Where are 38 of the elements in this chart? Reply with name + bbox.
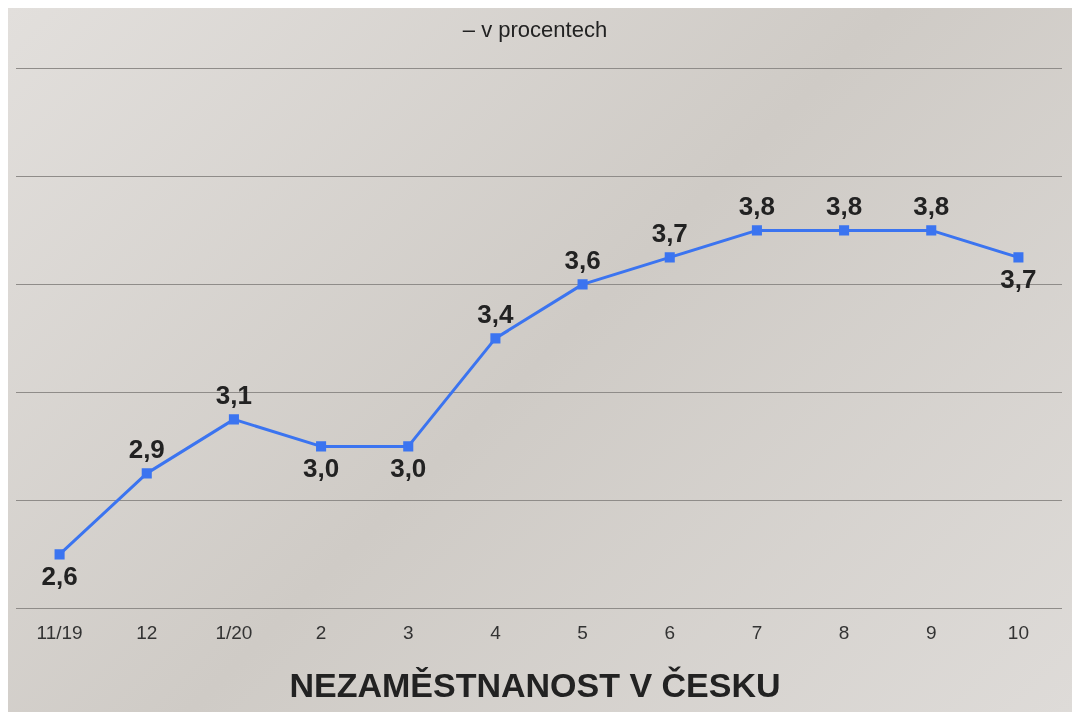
text: NEZAMĚSTNANOST V ČESKU bbox=[289, 665, 781, 704]
x-tick-label: 5 bbox=[577, 622, 588, 644]
x-tick-label: 3 bbox=[402, 622, 414, 644]
data-label: 3,6 bbox=[564, 244, 601, 275]
point bbox=[490, 333, 501, 344]
point bbox=[664, 252, 675, 263]
data-label: 3,1 bbox=[215, 379, 252, 410]
data-label: 2,6 bbox=[41, 560, 78, 591]
x-tick-label: 4 bbox=[490, 622, 502, 644]
data-label: 3,4 bbox=[477, 298, 515, 329]
x-tick-label: 9 bbox=[925, 622, 937, 644]
data-label: 2,9 bbox=[128, 433, 165, 464]
data-label: 3,0 bbox=[303, 452, 340, 483]
data-label: 3,8 bbox=[913, 190, 950, 221]
point bbox=[1013, 252, 1024, 263]
x-tick-label: 6 bbox=[664, 622, 676, 644]
point bbox=[141, 468, 152, 479]
x-tick-label: 7 bbox=[751, 622, 763, 644]
x-tick-label: 1/20 bbox=[215, 622, 253, 644]
point bbox=[751, 225, 762, 236]
data-label: 3,7 bbox=[1000, 263, 1037, 294]
chart-subtitle: – v procentech bbox=[462, 17, 608, 43]
data-label: 3,8 bbox=[738, 190, 775, 221]
point bbox=[228, 414, 239, 425]
data-label: 3,7 bbox=[651, 217, 688, 248]
x-tick-label: 12 bbox=[136, 622, 158, 644]
x-tick-label: 8 bbox=[838, 622, 850, 644]
point bbox=[54, 549, 65, 560]
point bbox=[926, 225, 937, 236]
point bbox=[316, 441, 327, 452]
point bbox=[403, 441, 414, 452]
x-tick-label: 11/19 bbox=[36, 622, 83, 644]
point bbox=[839, 225, 850, 236]
point bbox=[577, 279, 588, 290]
x-tick-label: 10 bbox=[1007, 622, 1029, 644]
data-label: 3,8 bbox=[826, 190, 863, 221]
x-tick-label: 2 bbox=[315, 622, 327, 644]
data-label: 3,0 bbox=[390, 452, 427, 483]
